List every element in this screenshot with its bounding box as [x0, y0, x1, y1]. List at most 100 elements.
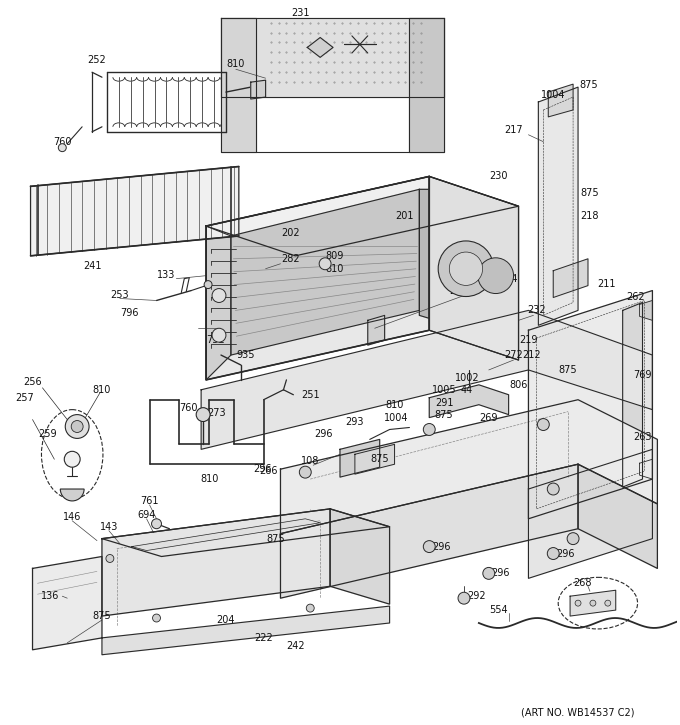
- Text: 222: 222: [254, 633, 273, 643]
- Polygon shape: [548, 84, 573, 117]
- Text: 810: 810: [386, 399, 404, 410]
- Text: 204: 204: [217, 615, 235, 625]
- Text: 1005: 1005: [432, 385, 456, 395]
- Polygon shape: [206, 176, 429, 380]
- Text: 296: 296: [432, 542, 450, 552]
- Text: 269: 269: [479, 413, 498, 423]
- Polygon shape: [280, 399, 658, 534]
- Polygon shape: [429, 176, 519, 360]
- Polygon shape: [429, 385, 509, 418]
- Polygon shape: [578, 464, 658, 568]
- Polygon shape: [420, 189, 429, 318]
- Text: 259: 259: [38, 429, 56, 439]
- Text: 231: 231: [291, 8, 309, 17]
- Polygon shape: [429, 176, 519, 360]
- Circle shape: [438, 241, 494, 297]
- Polygon shape: [206, 176, 519, 256]
- Text: 201: 201: [395, 211, 413, 221]
- Text: 769: 769: [633, 370, 651, 380]
- Circle shape: [458, 592, 470, 604]
- Circle shape: [152, 519, 161, 529]
- Polygon shape: [221, 17, 444, 97]
- Polygon shape: [539, 87, 578, 326]
- Circle shape: [197, 407, 210, 421]
- Circle shape: [424, 541, 435, 552]
- Circle shape: [547, 483, 559, 495]
- Text: 810: 810: [200, 474, 218, 484]
- Text: 230: 230: [490, 171, 508, 181]
- Circle shape: [65, 452, 80, 467]
- Text: 935: 935: [237, 350, 255, 360]
- Circle shape: [299, 466, 311, 478]
- Circle shape: [537, 418, 549, 431]
- Circle shape: [483, 568, 495, 579]
- Text: 257: 257: [15, 393, 34, 402]
- Circle shape: [152, 614, 160, 622]
- Polygon shape: [623, 302, 643, 487]
- Text: 296: 296: [556, 549, 575, 558]
- Text: 263: 263: [633, 432, 651, 442]
- Circle shape: [212, 328, 226, 342]
- Text: 760: 760: [179, 402, 197, 413]
- Polygon shape: [639, 300, 652, 320]
- Text: (ART NO. WB14537 C2): (ART NO. WB14537 C2): [522, 708, 635, 717]
- Text: 262: 262: [626, 291, 645, 302]
- Text: 291: 291: [435, 398, 454, 407]
- Text: 292: 292: [468, 591, 486, 601]
- Text: 252: 252: [88, 55, 106, 65]
- Text: 218: 218: [581, 211, 599, 221]
- Polygon shape: [31, 167, 239, 256]
- Text: 293: 293: [345, 417, 364, 426]
- Text: 760: 760: [53, 137, 71, 146]
- Text: 212: 212: [522, 350, 541, 360]
- Text: 875: 875: [371, 455, 389, 464]
- Text: 242: 242: [286, 641, 305, 651]
- Text: 810: 810: [326, 264, 344, 274]
- Circle shape: [590, 600, 596, 606]
- Text: 875: 875: [559, 365, 577, 375]
- Polygon shape: [307, 38, 333, 57]
- Polygon shape: [330, 509, 390, 604]
- Text: 44: 44: [461, 385, 473, 395]
- Circle shape: [575, 600, 581, 606]
- Polygon shape: [340, 439, 379, 477]
- Text: 266: 266: [259, 466, 278, 476]
- Text: 534: 534: [499, 273, 518, 283]
- Polygon shape: [355, 444, 394, 474]
- Text: 296: 296: [492, 568, 510, 579]
- Text: 875: 875: [581, 188, 599, 199]
- Polygon shape: [102, 509, 330, 616]
- Text: 810: 810: [92, 385, 111, 395]
- Text: 211: 211: [598, 278, 616, 289]
- Polygon shape: [251, 80, 266, 99]
- Polygon shape: [639, 459, 652, 479]
- Circle shape: [204, 281, 212, 289]
- Text: 752: 752: [207, 335, 225, 345]
- Polygon shape: [33, 557, 102, 650]
- Polygon shape: [570, 590, 615, 616]
- Circle shape: [449, 252, 483, 286]
- Text: 296: 296: [254, 464, 272, 474]
- Polygon shape: [280, 464, 578, 598]
- Circle shape: [567, 533, 579, 544]
- Polygon shape: [132, 519, 320, 550]
- Text: 223: 223: [460, 261, 478, 270]
- Text: 806: 806: [509, 380, 528, 390]
- Text: 875: 875: [579, 80, 598, 90]
- Text: 136: 136: [41, 591, 60, 601]
- Circle shape: [65, 415, 89, 439]
- Polygon shape: [528, 450, 652, 579]
- Text: 809: 809: [326, 251, 344, 261]
- Text: 875: 875: [92, 611, 112, 621]
- Text: 1002: 1002: [455, 373, 479, 383]
- Text: 143: 143: [100, 522, 118, 531]
- Text: 273: 273: [207, 407, 226, 418]
- Text: 256: 256: [23, 377, 42, 387]
- Text: 202: 202: [281, 228, 300, 238]
- Text: 241: 241: [83, 261, 101, 270]
- Text: 282: 282: [281, 254, 300, 264]
- Text: 253: 253: [111, 289, 129, 299]
- Wedge shape: [61, 489, 84, 501]
- Text: 251: 251: [301, 390, 320, 399]
- Text: 875: 875: [266, 534, 285, 544]
